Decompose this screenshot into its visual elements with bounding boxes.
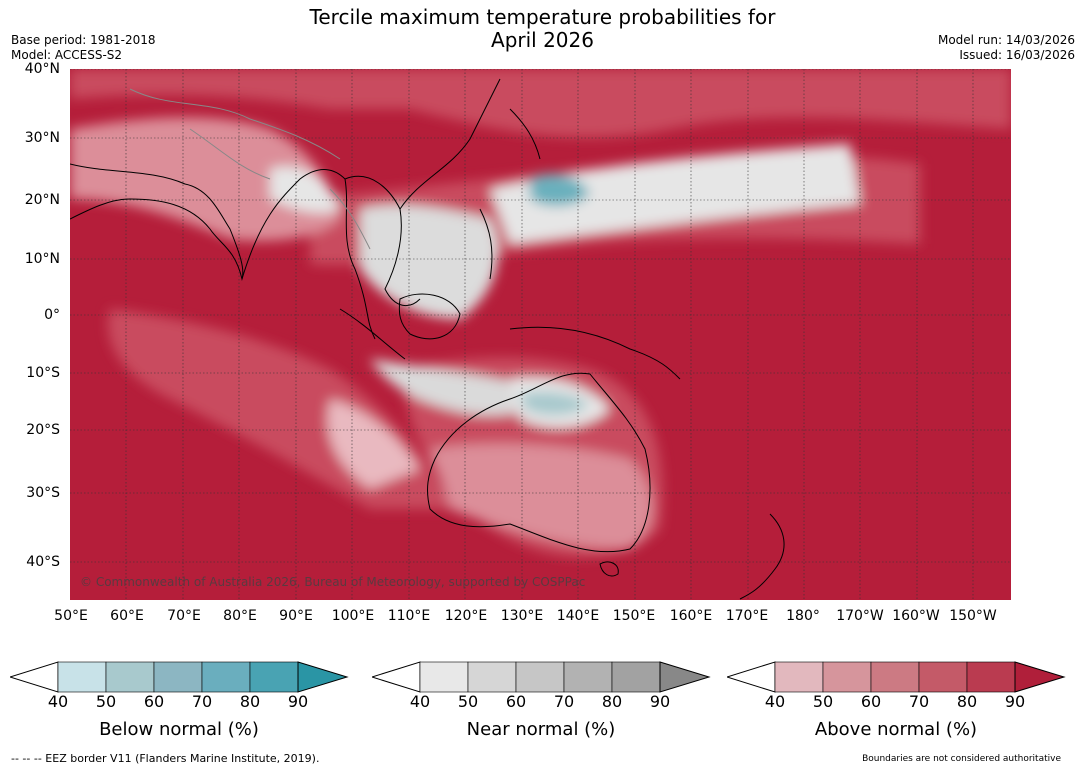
issued-date: Issued: 16/03/2026	[959, 48, 1075, 62]
coast-indochina	[344, 175, 421, 307]
lat-label: 20°N	[24, 192, 60, 208]
colorbar-tick: 60	[143, 692, 165, 711]
colorbar-near-normal	[372, 661, 711, 693]
model-run: Model run: 14/03/2026	[937, 33, 1075, 47]
colorbar-tick: 80	[601, 692, 623, 711]
base-period: Base period: 1981-2018	[11, 33, 156, 47]
colorbar-tick: 90	[287, 692, 309, 711]
coast-new-guinea	[509, 326, 681, 380]
lon-label: 80°E	[223, 608, 257, 624]
lat-label: 20°S	[26, 422, 60, 438]
colorbar-tick: 60	[860, 692, 882, 711]
colorbar-tick: 90	[1004, 692, 1026, 711]
colorbar-tick: 90	[649, 692, 671, 711]
region-below-north-australia	[520, 391, 590, 416]
probability-map: © Commonwealth of Australia 2026, Bureau…	[70, 69, 1011, 600]
graticule	[70, 69, 1011, 600]
eez-footnote: -- -- -- EEZ border V11 (Flanders Marine…	[11, 752, 320, 765]
colorbar-tick: 60	[505, 692, 527, 711]
colorbar-tick: 80	[956, 692, 978, 711]
region-near-china	[270, 166, 340, 214]
lon-label: 150°E	[612, 608, 656, 624]
coast-china	[399, 78, 501, 210]
map-title-line2: April 2026	[491, 28, 594, 52]
coast-tasmania	[599, 561, 619, 577]
region-above-light-indian	[327, 399, 420, 489]
colorbar-above-label: Above normal (%)	[814, 719, 978, 740]
lat-label: 10°N	[24, 251, 60, 267]
meta-left: Base period: 1981-2018 Model: ACCESS-S2	[11, 33, 156, 63]
lon-label: 150°W	[949, 608, 997, 624]
colorbar-tick: 70	[908, 692, 930, 711]
colorbar-above-normal	[727, 661, 1066, 693]
region-above-mid-north	[70, 69, 1011, 138]
colorbar-below-label: Below normal (%)	[99, 719, 259, 740]
coastlines	[70, 78, 785, 600]
lon-label: 60°E	[110, 608, 144, 624]
lat-label: 0°	[44, 307, 60, 323]
coast-japan	[509, 108, 541, 160]
colorbar-below-normal	[10, 661, 349, 693]
coast-philippines	[479, 208, 493, 280]
lon-label: 50°E	[54, 608, 88, 624]
lon-label: 160°E	[669, 608, 713, 624]
colorbar-tick: 40	[409, 692, 431, 711]
colorbar-tick: 50	[457, 692, 479, 711]
lat-label: 40°N	[24, 61, 60, 77]
coast-borneo	[398, 293, 461, 340]
lon-label: 160°W	[892, 608, 940, 624]
lat-label: 40°S	[26, 554, 60, 570]
lon-label: 130°E	[500, 608, 544, 624]
coast-sumatra	[339, 308, 406, 360]
region-above-light-australia	[430, 443, 653, 549]
colorbar-tick: 50	[812, 692, 834, 711]
colorbar-tick: 50	[95, 692, 117, 711]
boundary-disclaimer: Boundaries are not considered authoritat…	[862, 754, 1061, 764]
colorbar-tick: 40	[47, 692, 69, 711]
lon-label: 100°E	[331, 608, 375, 624]
lat-label: 10°S	[26, 365, 60, 381]
colorbar-tick: 80	[239, 692, 261, 711]
region-below-pacific	[530, 174, 590, 206]
coast-new-zealand	[739, 513, 785, 600]
lon-label: 120°E	[444, 608, 488, 624]
region-near-timor	[370, 359, 542, 416]
lon-label: 110°E	[387, 608, 431, 624]
lat-label: 30°N	[24, 130, 60, 146]
lon-label: 140°E	[556, 608, 600, 624]
colorbar-tick: 40	[764, 692, 786, 711]
country-borders	[129, 88, 371, 250]
lon-label: 90°E	[279, 608, 313, 624]
meta-right: Model run: 14/03/2026 Issued: 16/03/2026	[938, 33, 1075, 63]
region-near-pacific-band	[490, 144, 860, 244]
lat-label: 30°S	[26, 485, 60, 501]
lon-label: 170°W	[836, 608, 884, 624]
colorbar-tick: 70	[191, 692, 213, 711]
copyright-text: © Commonwealth of Australia 2026, Bureau…	[80, 575, 585, 589]
map-title-line1: Tercile maximum temperature probabilitie…	[309, 5, 776, 29]
colorbar-tick: 70	[553, 692, 575, 711]
colorbar-near-label: Near normal (%)	[466, 719, 616, 740]
lon-label: 70°E	[167, 608, 201, 624]
lon-label: 180°	[786, 608, 820, 624]
lon-label: 170°E	[725, 608, 769, 624]
region-near-indochina	[360, 204, 499, 319]
model-name: Model: ACCESS-S2	[11, 48, 123, 62]
coast-australia	[427, 372, 651, 553]
